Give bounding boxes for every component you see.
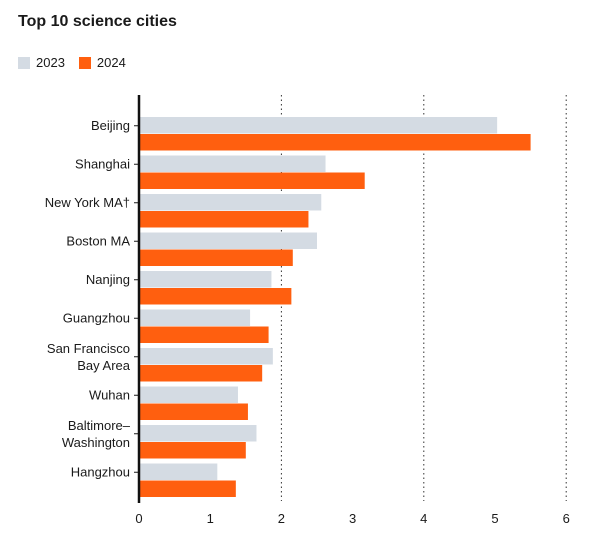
category-label-0: Beijing bbox=[91, 118, 130, 133]
category-label-1: Shanghai bbox=[75, 156, 130, 171]
bar-2024-2 bbox=[139, 211, 309, 228]
bar-2024-9 bbox=[139, 480, 236, 497]
bar-2023-0 bbox=[139, 117, 498, 134]
x-tick-label-1: 1 bbox=[207, 511, 214, 526]
chart-title: Top 10 science cities bbox=[18, 13, 177, 30]
legend-item-2024: 2024 bbox=[78, 55, 126, 70]
x-tick-label-5: 5 bbox=[491, 511, 498, 526]
category-label-7: Wuhan bbox=[89, 387, 130, 402]
bar-2023-8 bbox=[139, 425, 257, 442]
bar-2024-0 bbox=[139, 134, 531, 151]
bar-2024-3 bbox=[139, 249, 293, 266]
bar-2024-6 bbox=[139, 365, 263, 382]
bar-2023-9 bbox=[139, 463, 218, 480]
category-label-line: Baltimore– bbox=[68, 418, 131, 433]
bar-2023-2 bbox=[139, 194, 322, 211]
bar-2023-7 bbox=[139, 386, 238, 403]
bar-2024-8 bbox=[139, 442, 246, 459]
x-tick-label-3: 3 bbox=[349, 511, 356, 526]
legend: 2023 2024 bbox=[18, 55, 140, 70]
category-label-line: San Francisco bbox=[47, 341, 130, 356]
bar-2024-1 bbox=[139, 172, 365, 189]
bar-2024-4 bbox=[139, 288, 292, 305]
bar-2023-5 bbox=[139, 309, 251, 326]
bar-2023-6 bbox=[139, 348, 273, 365]
category-label-9: Hangzhou bbox=[71, 464, 130, 479]
legend-swatch-2024 bbox=[78, 56, 91, 69]
category-label-3: Boston MA bbox=[66, 233, 130, 248]
x-tick-label-2: 2 bbox=[278, 511, 285, 526]
bar-2024-7 bbox=[139, 403, 248, 420]
legend-item-2023: 2023 bbox=[18, 55, 65, 70]
category-label-6: San Francisco Bay Area bbox=[47, 341, 131, 373]
legend-label-2024: 2024 bbox=[96, 55, 126, 70]
legend-label-2023: 2023 bbox=[36, 55, 65, 70]
category-label-2: New York MA† bbox=[45, 195, 130, 210]
category-label-line: Bay Area bbox=[77, 358, 131, 373]
category-label-5: Guangzhou bbox=[63, 310, 130, 325]
legend-swatch-2023 bbox=[18, 56, 30, 69]
bar-2023-3 bbox=[139, 232, 317, 249]
category-label-8: Baltimore– Washington bbox=[62, 418, 131, 450]
category-label-4: Nanjing bbox=[86, 272, 130, 287]
x-tick-label-0: 0 bbox=[135, 511, 142, 526]
bar-2024-5 bbox=[139, 326, 269, 343]
bar-2023-1 bbox=[139, 155, 326, 172]
x-tick-label-6: 6 bbox=[563, 511, 570, 526]
bar-2023-4 bbox=[139, 271, 272, 288]
x-tick-label-4: 4 bbox=[420, 511, 427, 526]
category-label-line: Washington bbox=[62, 435, 130, 450]
